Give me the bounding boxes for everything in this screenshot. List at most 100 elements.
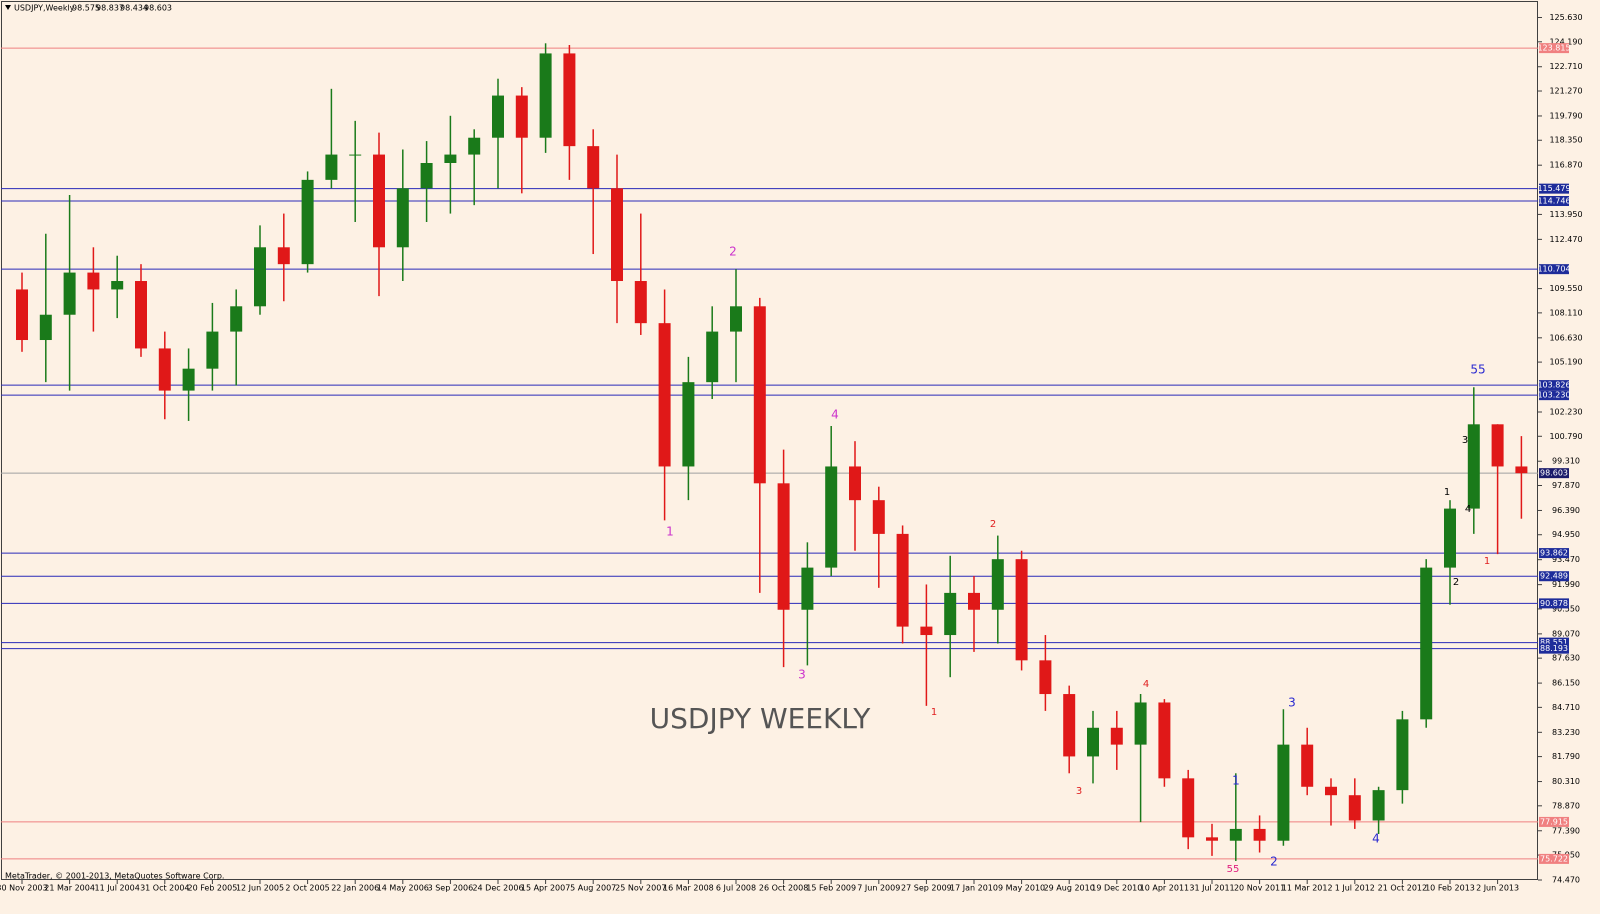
y-tick-label: 100.790 [1549, 432, 1582, 441]
level-label-box [1539, 380, 1569, 391]
x-tick-label: 21 Oct 2012 [1378, 884, 1427, 893]
candle-body [539, 53, 552, 138]
level-label-box [1539, 43, 1569, 54]
y-tick-label: 119.790 [1549, 111, 1582, 120]
candle-body [468, 137, 481, 155]
x-tick-label: 22 Jan 2006 [331, 884, 379, 893]
candle-body [158, 348, 171, 391]
level-label: 103.826 [1537, 381, 1570, 390]
candle-body [849, 466, 861, 501]
candle-body [444, 154, 457, 164]
level-label: 92.489 [1540, 572, 1568, 581]
x-tick-label: 7 Jun 2009 [857, 884, 900, 893]
level-label: 114.746 [1537, 196, 1570, 205]
level-label-box [1539, 571, 1569, 582]
collapse-icon[interactable] [5, 5, 11, 10]
candle-body [373, 154, 385, 248]
candle-body [944, 592, 957, 636]
candle-body [634, 281, 647, 324]
candle-body [1301, 744, 1314, 787]
y-tick-label: 102.230 [1549, 408, 1582, 417]
level-label: 75.722 [1540, 854, 1568, 863]
level-label: 123.815 [1537, 44, 1570, 53]
wave-label: 4 [831, 408, 839, 422]
level-label-box [1539, 637, 1569, 648]
x-tick-label: 9 May 2010 [998, 884, 1045, 893]
candle-body [1063, 694, 1076, 757]
candle-body [920, 626, 933, 636]
candle-body [968, 592, 980, 610]
header-value: 98.837 [96, 4, 124, 13]
candle-body [135, 281, 147, 349]
candle-body [254, 247, 266, 307]
level-label: 88.551 [1540, 638, 1568, 647]
y-tick-label: 90.550 [1552, 604, 1580, 613]
wave-label: 2 [990, 519, 996, 530]
header-value: 98.575 [72, 4, 100, 13]
wave-label: 3 [1076, 786, 1082, 797]
level-label-box [1539, 195, 1569, 206]
candle-body [896, 533, 909, 627]
level-label: 90.878 [1540, 599, 1568, 608]
x-tick-label: 20 Feb 2005 [188, 884, 238, 893]
candle-body [1039, 660, 1052, 695]
candle-body [801, 567, 814, 610]
y-tick-label: 84.710 [1552, 703, 1580, 712]
y-tick-label: 91.990 [1552, 580, 1580, 589]
wave-label: 2 [729, 245, 737, 259]
wave-label: 1 [931, 707, 937, 718]
level-label: 98.603 [1540, 469, 1568, 478]
candle-body [492, 95, 504, 138]
level-label: 88.193 [1540, 644, 1568, 653]
x-tick-label: 29 Aug 2010 [1044, 884, 1095, 893]
candle-body [611, 188, 623, 282]
level-label-box [1539, 548, 1569, 559]
candle-body [872, 500, 885, 534]
wave-label: 1 [666, 525, 674, 539]
candle-body [1110, 727, 1123, 745]
y-tick-label: 99.310 [1552, 457, 1580, 466]
candle-body [1491, 424, 1504, 467]
y-tick-label: 105.190 [1549, 358, 1582, 367]
candle-body [825, 466, 838, 568]
x-tick-label: 19 Dec 2010 [1091, 884, 1142, 893]
wave-label: 3 [1462, 435, 1468, 446]
wave-label: 4 [1465, 504, 1471, 515]
wave-label: 4 [1143, 679, 1149, 690]
y-tick-label: 77.390 [1552, 826, 1580, 835]
x-tick-label: 21 Mar 2004 [44, 884, 95, 893]
candle-body [1515, 466, 1528, 474]
candle-body [396, 188, 409, 248]
candle-body [206, 331, 219, 369]
wave-label: 55 [1470, 363, 1485, 377]
x-tick-label: 17 Jan 2010 [950, 884, 998, 893]
wave-label: 55 [1227, 864, 1240, 875]
watermark: USDJPY WEEKLY [650, 702, 872, 735]
level-label: 115.479 [1537, 184, 1570, 193]
wave-label: 1 [1444, 487, 1450, 498]
wave-label: 2 [1270, 855, 1278, 869]
y-tick-label: 121.270 [1549, 87, 1582, 96]
candle-body [87, 272, 100, 290]
wave-label: 4 [1372, 832, 1380, 846]
y-tick-label: 87.630 [1552, 654, 1580, 663]
candle-body [420, 163, 433, 189]
x-tick-label: 5 Aug 2007 [570, 884, 616, 893]
candle-body [325, 154, 338, 180]
level-label: 110.704 [1537, 265, 1570, 274]
footer: MetaTrader, © 2001-2013, MetaQuotes Soft… [5, 872, 224, 881]
y-tick-label: 122.710 [1549, 62, 1582, 71]
level-label-box [1539, 853, 1569, 864]
candle-body [349, 154, 362, 156]
x-tick-label: 10 Feb 2013 [1425, 884, 1475, 893]
x-tick-label: 31 Jul 2011 [1189, 884, 1234, 893]
candle-body [753, 306, 766, 484]
candle-body [16, 289, 28, 341]
y-tick-label: 81.790 [1552, 752, 1580, 761]
y-tick-label: 94.950 [1552, 530, 1580, 539]
candle-body [682, 382, 695, 467]
y-tick-label: 86.150 [1552, 679, 1580, 688]
candle-body [1206, 837, 1218, 841]
